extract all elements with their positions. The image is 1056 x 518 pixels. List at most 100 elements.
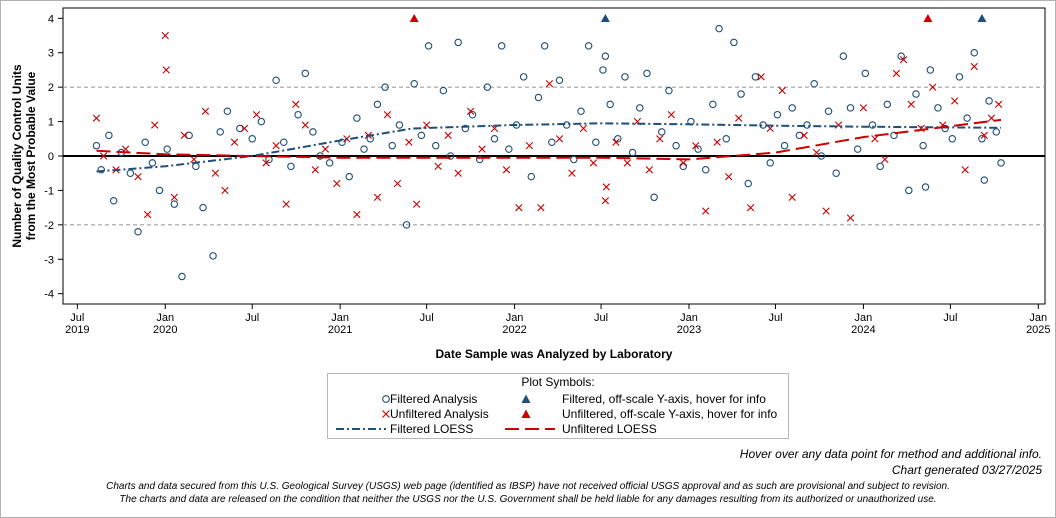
unfiltered-point bbox=[92, 114, 101, 122]
filtered-point bbox=[395, 121, 404, 129]
unfiltered-point bbox=[434, 162, 442, 171]
filtered-point bbox=[148, 159, 157, 167]
filtered-point bbox=[665, 86, 673, 95]
filtered-point bbox=[192, 162, 200, 171]
legend: Plot Symbols: Filtered Analysis Filtered… bbox=[327, 373, 789, 439]
unfiltered-point bbox=[713, 138, 721, 146]
filtered-point bbox=[730, 38, 738, 47]
filtered-point bbox=[527, 172, 536, 181]
filtered-point bbox=[948, 135, 957, 143]
filtered-point bbox=[839, 52, 848, 60]
filtered-point bbox=[446, 152, 455, 160]
y-axis-label: Number of Quality Control Units bbox=[10, 64, 24, 248]
filtered-point bbox=[751, 73, 760, 81]
filtered-point bbox=[497, 42, 506, 50]
unfiltered-point bbox=[601, 197, 610, 205]
unfiltered-point bbox=[788, 193, 796, 201]
filtered-point bbox=[353, 114, 361, 122]
unfiltered-point bbox=[311, 166, 319, 174]
filtered-point bbox=[963, 114, 971, 122]
hover-note: Hover over any data point for method and… bbox=[739, 447, 1042, 461]
filtered-point bbox=[701, 166, 710, 174]
unfiltered-point bbox=[412, 200, 421, 208]
legend-unfiltered-symbol bbox=[382, 410, 390, 418]
filtered-offscale-marker bbox=[600, 14, 610, 22]
filtered-point bbox=[934, 104, 942, 112]
filtered-point bbox=[737, 90, 745, 98]
filtered-point bbox=[97, 166, 105, 174]
y-tick-label: 4 bbox=[48, 13, 54, 25]
filtered-point bbox=[155, 186, 164, 195]
filtered-point bbox=[941, 124, 949, 133]
filtered-point bbox=[715, 24, 723, 33]
unfiltered-point bbox=[757, 73, 765, 81]
filtered-point bbox=[431, 141, 440, 150]
x-tick-label: Jul bbox=[420, 312, 434, 324]
unfiltered-point bbox=[230, 138, 239, 146]
y-tick-label: -4 bbox=[44, 289, 54, 301]
legend-title: Plot Symbols: bbox=[521, 375, 595, 389]
filtered-point bbox=[614, 135, 622, 143]
x-tick-label: Jul bbox=[245, 312, 259, 324]
filtered-point bbox=[454, 38, 462, 47]
filtered-point bbox=[912, 90, 920, 98]
unfiltered-point bbox=[568, 169, 576, 177]
x-tick-label: 2022 bbox=[502, 324, 526, 336]
filtered-point bbox=[534, 93, 543, 102]
y-tick-label: 3 bbox=[48, 48, 54, 60]
unfiltered-point bbox=[301, 121, 309, 129]
filtered-point bbox=[570, 155, 578, 164]
filtered-point bbox=[178, 272, 186, 281]
unfiltered-point bbox=[201, 107, 210, 115]
filtered-point bbox=[868, 121, 877, 129]
filtered-point bbox=[555, 76, 564, 85]
x-tick-label: 2020 bbox=[153, 324, 177, 336]
unfiltered-point bbox=[143, 210, 152, 219]
filtered-point bbox=[997, 159, 1005, 167]
filtered-point bbox=[257, 117, 266, 126]
unfiltered-point bbox=[211, 169, 220, 177]
filtered-point bbox=[970, 48, 979, 57]
filtered-point bbox=[985, 97, 993, 105]
filtered-point bbox=[199, 203, 207, 212]
unfiltered-point bbox=[161, 31, 169, 40]
filtered-point bbox=[519, 73, 528, 81]
filtered-point bbox=[163, 145, 171, 153]
unfiltered-point bbox=[545, 80, 554, 88]
filtered-point bbox=[722, 135, 731, 143]
filtered-point bbox=[325, 159, 334, 167]
unfiltered-loess-line bbox=[96, 118, 1002, 161]
filtered-point bbox=[978, 135, 986, 143]
x-tick-label: 2024 bbox=[851, 324, 875, 336]
filtered-point bbox=[294, 110, 302, 119]
x-tick-label: 2025 bbox=[1026, 324, 1050, 336]
filtered-point bbox=[236, 124, 244, 133]
x-tick-label: Jan bbox=[331, 312, 349, 324]
filtered-point bbox=[897, 52, 905, 60]
y-tick-label: 1 bbox=[48, 117, 54, 129]
filtered-point bbox=[832, 169, 840, 177]
unfiltered-point bbox=[373, 193, 382, 201]
unfiltered-point bbox=[961, 166, 969, 174]
filtered-point bbox=[209, 252, 217, 260]
unfiltered-point bbox=[292, 100, 300, 109]
x-tick-label: Jan bbox=[855, 312, 873, 324]
filtered-point bbox=[490, 135, 499, 143]
filtered-point bbox=[599, 66, 607, 74]
filtered-point bbox=[483, 83, 492, 91]
filtered-offscale-marker bbox=[977, 14, 987, 22]
unfiltered-point bbox=[454, 169, 462, 177]
legend-unfiltered-loess-label: Unfiltered LOESS bbox=[562, 422, 657, 436]
filtered-point bbox=[540, 42, 549, 50]
unfiltered-point bbox=[444, 131, 452, 140]
unfiltered-point bbox=[746, 203, 755, 212]
y-tick-label: 0 bbox=[48, 151, 54, 163]
unfiltered-point bbox=[724, 172, 733, 181]
filtered-point bbox=[773, 110, 782, 119]
filtered-point bbox=[402, 221, 411, 229]
y-tick-label: 2 bbox=[48, 82, 54, 94]
filtered-point bbox=[126, 169, 135, 177]
unfiltered-point bbox=[221, 186, 229, 195]
filtered-point bbox=[345, 172, 353, 181]
